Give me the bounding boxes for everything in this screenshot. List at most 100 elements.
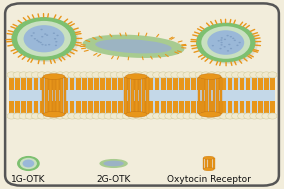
Circle shape <box>268 72 277 78</box>
Circle shape <box>212 45 214 46</box>
Bar <box>143 78 147 90</box>
Bar <box>167 78 172 90</box>
Circle shape <box>62 113 71 119</box>
Circle shape <box>13 113 22 119</box>
Circle shape <box>237 72 247 78</box>
Bar <box>60 77 62 114</box>
Bar <box>118 78 123 90</box>
Bar <box>135 77 138 114</box>
Circle shape <box>41 36 43 37</box>
Circle shape <box>20 158 37 169</box>
Circle shape <box>104 72 113 78</box>
Circle shape <box>177 72 186 78</box>
Bar <box>137 78 141 90</box>
Circle shape <box>116 72 125 78</box>
Circle shape <box>183 113 192 119</box>
Circle shape <box>183 72 192 78</box>
Bar <box>139 77 141 114</box>
Circle shape <box>165 72 174 78</box>
Bar <box>39 78 44 90</box>
Circle shape <box>213 113 222 119</box>
Bar <box>45 77 48 114</box>
Circle shape <box>189 72 198 78</box>
Bar <box>205 77 208 114</box>
Bar <box>124 77 127 114</box>
Circle shape <box>153 72 162 78</box>
Circle shape <box>56 113 65 119</box>
Ellipse shape <box>95 39 172 53</box>
Bar <box>234 78 238 90</box>
Circle shape <box>239 42 241 43</box>
Circle shape <box>219 72 228 78</box>
Bar <box>58 101 62 113</box>
Circle shape <box>40 29 43 30</box>
Circle shape <box>86 72 95 78</box>
Bar <box>149 101 153 113</box>
Circle shape <box>230 36 232 37</box>
Bar <box>106 78 111 90</box>
Circle shape <box>171 113 180 119</box>
Circle shape <box>220 44 223 46</box>
Bar <box>9 72 275 119</box>
Circle shape <box>110 72 119 78</box>
Ellipse shape <box>83 35 184 58</box>
Bar <box>210 101 214 113</box>
Bar <box>179 78 184 90</box>
Circle shape <box>116 113 125 119</box>
Bar <box>82 78 87 90</box>
Circle shape <box>54 38 56 40</box>
Circle shape <box>224 39 226 40</box>
Bar <box>185 101 190 113</box>
Bar <box>88 101 93 113</box>
Circle shape <box>218 40 220 42</box>
Bar <box>100 101 105 113</box>
Bar <box>125 78 129 90</box>
Bar <box>42 77 44 114</box>
Text: 2G-OTK: 2G-OTK <box>96 175 131 184</box>
Bar <box>46 78 50 90</box>
Bar <box>64 78 68 90</box>
Circle shape <box>11 17 77 60</box>
Bar <box>64 101 68 113</box>
Bar <box>131 101 135 113</box>
Circle shape <box>147 72 156 78</box>
Bar <box>213 158 215 169</box>
Bar <box>137 101 141 113</box>
Bar <box>94 101 99 113</box>
Circle shape <box>226 35 229 36</box>
Bar <box>185 78 190 90</box>
Bar <box>106 101 111 113</box>
Circle shape <box>57 35 59 36</box>
Bar <box>173 101 178 113</box>
Circle shape <box>25 72 34 78</box>
Circle shape <box>46 34 48 36</box>
Circle shape <box>62 72 71 78</box>
Bar <box>203 78 208 90</box>
Bar <box>179 101 184 113</box>
Circle shape <box>128 113 137 119</box>
Bar <box>173 78 178 90</box>
Bar <box>52 101 56 113</box>
Bar <box>56 77 59 114</box>
Circle shape <box>68 113 77 119</box>
Circle shape <box>198 24 258 64</box>
Circle shape <box>234 40 236 41</box>
Circle shape <box>55 41 57 43</box>
Circle shape <box>220 39 222 41</box>
Circle shape <box>92 72 101 78</box>
Ellipse shape <box>203 167 214 171</box>
Bar <box>228 78 232 90</box>
Circle shape <box>68 72 77 78</box>
Bar <box>128 77 130 114</box>
Ellipse shape <box>103 161 124 166</box>
Bar <box>82 101 87 113</box>
Circle shape <box>86 113 95 119</box>
Circle shape <box>237 113 247 119</box>
Circle shape <box>98 72 107 78</box>
Ellipse shape <box>99 159 128 168</box>
Circle shape <box>262 72 271 78</box>
Bar <box>270 101 275 113</box>
Circle shape <box>49 72 59 78</box>
Bar <box>240 78 245 90</box>
Ellipse shape <box>203 156 214 160</box>
